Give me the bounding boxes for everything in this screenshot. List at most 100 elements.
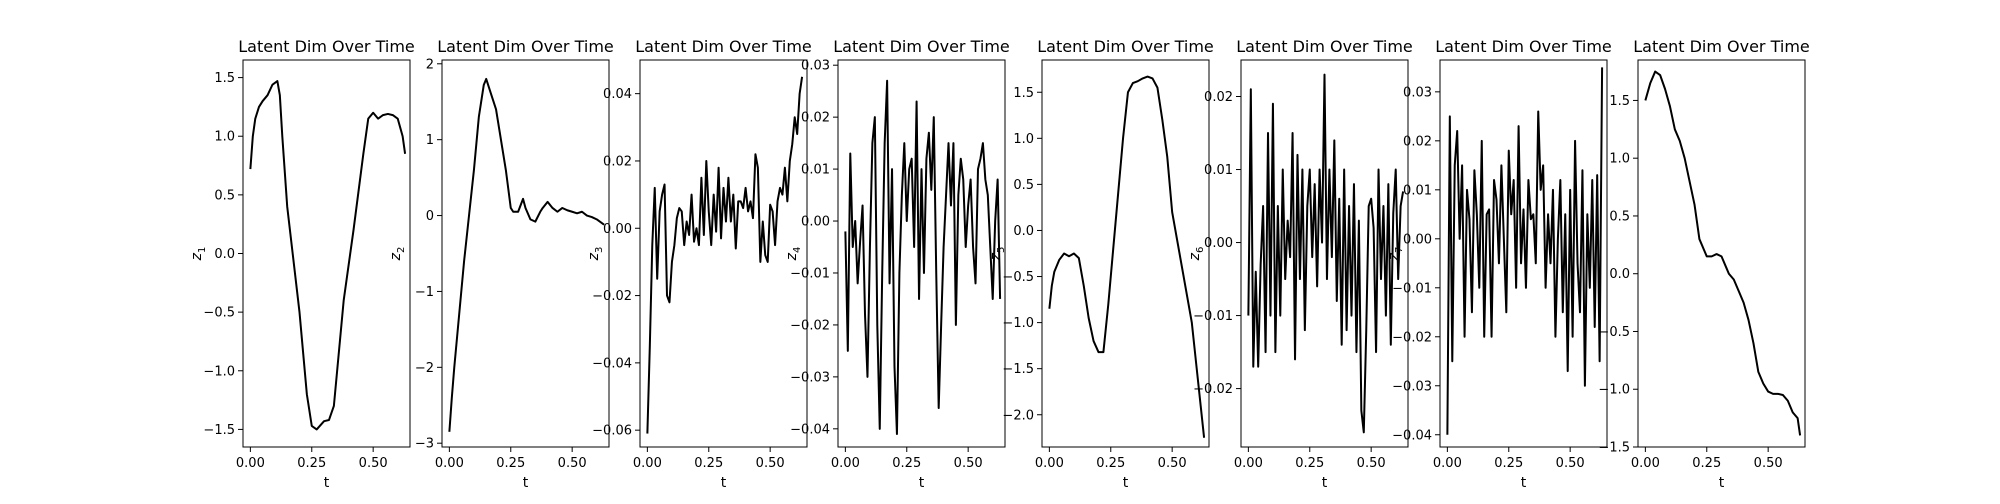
series-line: [1247, 73, 1405, 434]
y-axis-label: z7: [1386, 247, 1405, 262]
y-axis-label: z6: [1187, 247, 1206, 262]
y-tick-label: −1.5: [1598, 441, 1630, 456]
y-axis-label-subscript: 2: [396, 247, 407, 253]
y-tick-label: −3: [415, 437, 434, 452]
axes-frame: [1439, 59, 1608, 448]
y-tick-label: 0: [426, 209, 434, 224]
y-tick-label: 0.5: [1609, 209, 1630, 224]
x-axis-label: t: [523, 475, 529, 491]
x-tick-label: 0.00: [1234, 456, 1263, 471]
subplot-title: Latent Dim Over Time: [1037, 37, 1214, 56]
x-tick-label: 0.00: [633, 456, 662, 471]
y-tick-label: −0.5: [1598, 325, 1630, 340]
x-tick-label: 0.50: [1158, 456, 1187, 471]
y-tick-label: −2: [415, 361, 434, 376]
y-tick-label: −1.5: [1002, 362, 1034, 377]
y-tick-label: −0.04: [790, 422, 830, 437]
x-tick-label: 0.00: [1035, 456, 1064, 471]
axes-frame: [1637, 59, 1806, 448]
axes-frame: [1041, 59, 1210, 448]
axes-frame: [242, 59, 411, 448]
y-tick-label: 0.0: [1609, 267, 1630, 282]
subplot-title: Latent Dim Over Time: [1633, 37, 1810, 56]
subplot-2: Latent Dim Over Time 0.00 0.25 0.50 −3 −2 −1 0 1…: [388, 37, 614, 491]
x-tick-label: 0.25: [1295, 456, 1324, 471]
x-tick-label: 0.25: [1692, 456, 1721, 471]
y-tick-label: −0.02: [592, 289, 632, 304]
y-axis-label-subscript: 4: [792, 247, 803, 253]
y-tick-label: 0.04: [603, 87, 632, 102]
y-tick-label: 0.00: [1204, 236, 1233, 251]
subplot-title: Latent Dim Over Time: [437, 37, 614, 56]
series-line: [1644, 70, 1802, 436]
y-tick-label: 0.03: [801, 59, 830, 74]
y-tick-label: −1.5: [203, 423, 235, 438]
x-tick-label: 0.25: [892, 456, 921, 471]
axes-frame: [639, 59, 808, 448]
y-axis-label-main: z: [988, 252, 1004, 261]
x-tick-label: 0.25: [1096, 456, 1125, 471]
y-axis-label-subscript: 6: [1195, 247, 1206, 253]
x-tick-label: 0.50: [1556, 456, 1585, 471]
subplot-title: Latent Dim Over Time: [1435, 37, 1612, 56]
axes-frame: [441, 59, 610, 448]
y-tick-label: −0.02: [1193, 382, 1233, 397]
subplot-3: Latent Dim Over Time 0.00 0.25 0.50 −0.06 −0.…: [586, 37, 812, 491]
y-tick-label: −1: [415, 285, 434, 300]
y-tick-label: 1.5: [1013, 86, 1034, 101]
series-line: [844, 79, 1002, 436]
subplot-title: Latent Dim Over Time: [833, 37, 1010, 56]
x-tick-label: 0.00: [435, 456, 464, 471]
y-tick-label: 0.5: [1013, 178, 1034, 193]
y-tick-label: 0.02: [801, 111, 830, 126]
y-axis-label: z4: [784, 247, 803, 262]
subplot-1: Latent Dim Over Time 0.00 0.25 0.50 −1.5 −1.0…: [189, 37, 415, 491]
y-tick-label: 0.01: [801, 163, 830, 178]
series-line: [1048, 75, 1206, 438]
x-tick-label: 0.25: [1494, 456, 1523, 471]
y-tick-label: 2: [426, 57, 434, 72]
y-tick-label: −0.02: [790, 318, 830, 333]
y-tick-label: −1.0: [1002, 316, 1034, 331]
y-tick-label: 0.01: [1204, 163, 1233, 178]
y-tick-label: 0.00: [603, 222, 632, 237]
y-tick-label: −0.04: [1392, 428, 1432, 443]
x-tick-label: 0.50: [1754, 456, 1783, 471]
series-line: [249, 80, 407, 431]
y-axis-label-main: z: [784, 252, 800, 261]
y-tick-label: 0.02: [1204, 90, 1233, 105]
x-tick-label: 0.50: [1357, 456, 1386, 471]
y-tick-label: 0.00: [1403, 232, 1432, 247]
y-tick-label: −0.06: [592, 424, 632, 439]
y-tick-label: 1.0: [1013, 132, 1034, 147]
y-tick-label: 0.00: [801, 215, 830, 230]
axes-frame: [837, 59, 1006, 448]
y-axis-label: z2: [388, 247, 407, 262]
x-tick-label: 0.25: [694, 456, 723, 471]
x-tick-label: 0.50: [558, 456, 587, 471]
subplot-title: Latent Dim Over Time: [238, 37, 415, 56]
y-axis-label-subscript: 3: [594, 247, 605, 253]
subplot-6: Latent Dim Over Time 0.00 0.25 0.50 −0.02 −0.…: [1187, 37, 1413, 491]
axes-frame: [1240, 59, 1409, 448]
series-line: [1446, 67, 1604, 435]
x-tick-label: 0.00: [1631, 456, 1660, 471]
y-tick-label: −2.0: [1002, 408, 1034, 423]
x-axis-label: t: [1322, 475, 1328, 491]
y-tick-label: 0.0: [1013, 224, 1034, 239]
y-tick-label: 1.0: [1609, 152, 1630, 167]
subplot-5: Latent Dim Over Time 0.00 0.25 0.50 −2.0 −1.5…: [988, 37, 1214, 491]
subplot-title: Latent Dim Over Time: [1236, 37, 1413, 56]
x-tick-label: 0.50: [954, 456, 983, 471]
y-axis-label-subscript: 1: [197, 247, 208, 253]
y-tick-label: 1.5: [214, 71, 235, 86]
x-tick-label: 0.50: [359, 456, 388, 471]
y-axis-label: z1: [189, 247, 208, 262]
x-axis-label: t: [324, 475, 330, 491]
y-axis-label: z3: [586, 247, 605, 262]
y-tick-label: −0.01: [1392, 281, 1432, 296]
subplot-4: Latent Dim Over Time 0.00 0.25 0.50 −0.04 −0.…: [784, 37, 1010, 491]
y-axis-label: z5: [988, 247, 1007, 262]
